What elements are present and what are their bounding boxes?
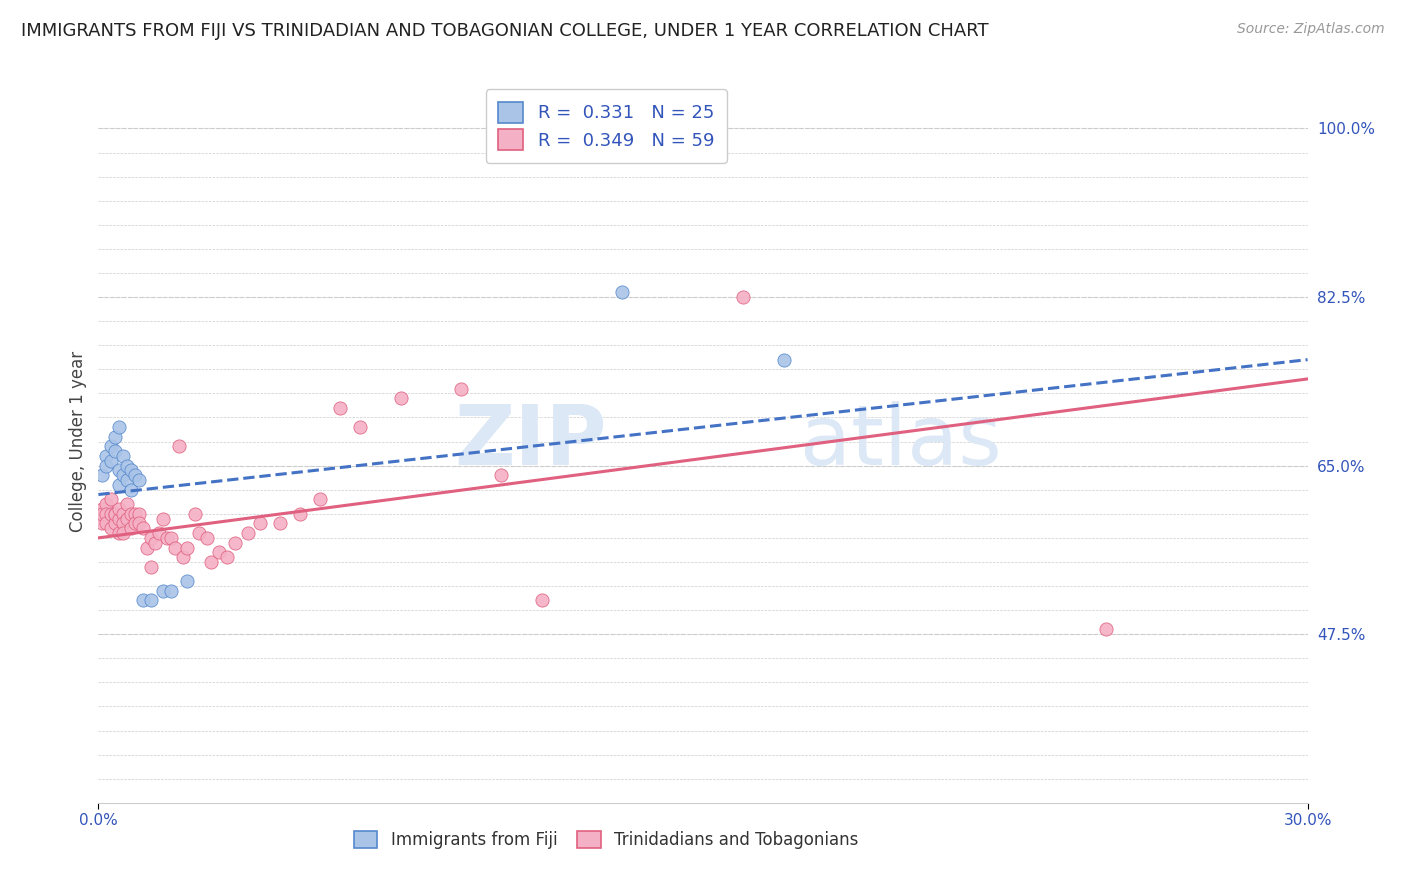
Point <box>115 497 138 511</box>
Point <box>96 449 118 463</box>
Text: atlas: atlas <box>800 401 1001 482</box>
Point <box>107 511 129 525</box>
Point <box>128 507 150 521</box>
Point <box>103 507 125 521</box>
Point <box>100 521 122 535</box>
Point <box>184 507 207 521</box>
Point <box>389 391 412 405</box>
Point <box>111 449 134 463</box>
Point <box>530 593 553 607</box>
Point <box>269 516 291 531</box>
Point <box>139 531 162 545</box>
Point <box>124 507 146 521</box>
Point <box>124 516 146 531</box>
Point <box>115 458 138 473</box>
Point <box>103 430 125 444</box>
Point <box>309 492 332 507</box>
Text: ZIP: ZIP <box>454 401 606 482</box>
Point <box>132 593 155 607</box>
Text: Source: ZipAtlas.com: Source: ZipAtlas.com <box>1237 22 1385 37</box>
Point <box>96 458 118 473</box>
Point <box>249 516 271 531</box>
Text: IMMIGRANTS FROM FIJI VS TRINIDADIAN AND TOBAGONIAN COLLEGE, UNDER 1 YEAR CORRELA: IMMIGRANTS FROM FIJI VS TRINIDADIAN AND … <box>21 22 988 40</box>
Point <box>107 502 129 516</box>
Point <box>96 497 118 511</box>
Point <box>139 593 162 607</box>
Point <box>111 516 134 531</box>
Point <box>188 526 211 541</box>
Point <box>156 531 179 545</box>
Point <box>329 401 352 415</box>
Point <box>111 507 134 521</box>
Point <box>139 559 162 574</box>
Point <box>152 583 174 598</box>
Point <box>135 541 157 555</box>
Point <box>103 516 125 531</box>
Point <box>160 531 183 545</box>
Point <box>120 507 142 521</box>
Point <box>107 526 129 541</box>
Point <box>200 555 222 569</box>
Point <box>491 468 513 483</box>
Point <box>143 535 166 549</box>
Point <box>100 507 122 521</box>
Point <box>224 535 246 549</box>
Point <box>96 507 118 521</box>
Point <box>115 511 138 525</box>
Y-axis label: College, Under 1 year: College, Under 1 year <box>69 351 87 533</box>
Point <box>111 526 134 541</box>
Point <box>107 420 129 434</box>
Point <box>115 473 138 487</box>
Point <box>111 468 134 483</box>
Point <box>236 526 259 541</box>
Point <box>450 382 472 396</box>
Point <box>128 516 150 531</box>
Point <box>120 463 142 477</box>
Point <box>160 583 183 598</box>
Point <box>195 531 218 545</box>
Point <box>120 483 142 497</box>
Point <box>107 463 129 477</box>
Point <box>91 468 114 483</box>
Point <box>176 541 198 555</box>
Point <box>124 468 146 483</box>
Point <box>91 507 114 521</box>
Point <box>349 420 371 434</box>
Point <box>1095 623 1118 637</box>
Point <box>128 473 150 487</box>
Point <box>163 541 186 555</box>
Point <box>91 502 114 516</box>
Point <box>132 521 155 535</box>
Point <box>100 454 122 468</box>
Point <box>208 545 231 559</box>
Point <box>167 439 190 453</box>
Point <box>120 521 142 535</box>
Point <box>103 444 125 458</box>
Point <box>612 285 634 300</box>
Point <box>100 492 122 507</box>
Point <box>733 290 755 304</box>
Point <box>152 511 174 525</box>
Point <box>91 516 114 531</box>
Point <box>100 439 122 453</box>
Point <box>217 550 239 565</box>
Legend: Immigrants from Fiji, Trinidadians and Tobagonians: Immigrants from Fiji, Trinidadians and T… <box>347 824 865 856</box>
Point <box>148 526 170 541</box>
Point <box>107 478 129 492</box>
Point <box>176 574 198 589</box>
Point <box>772 352 794 367</box>
Point <box>288 507 311 521</box>
Point <box>103 507 125 521</box>
Point <box>172 550 194 565</box>
Point <box>96 516 118 531</box>
